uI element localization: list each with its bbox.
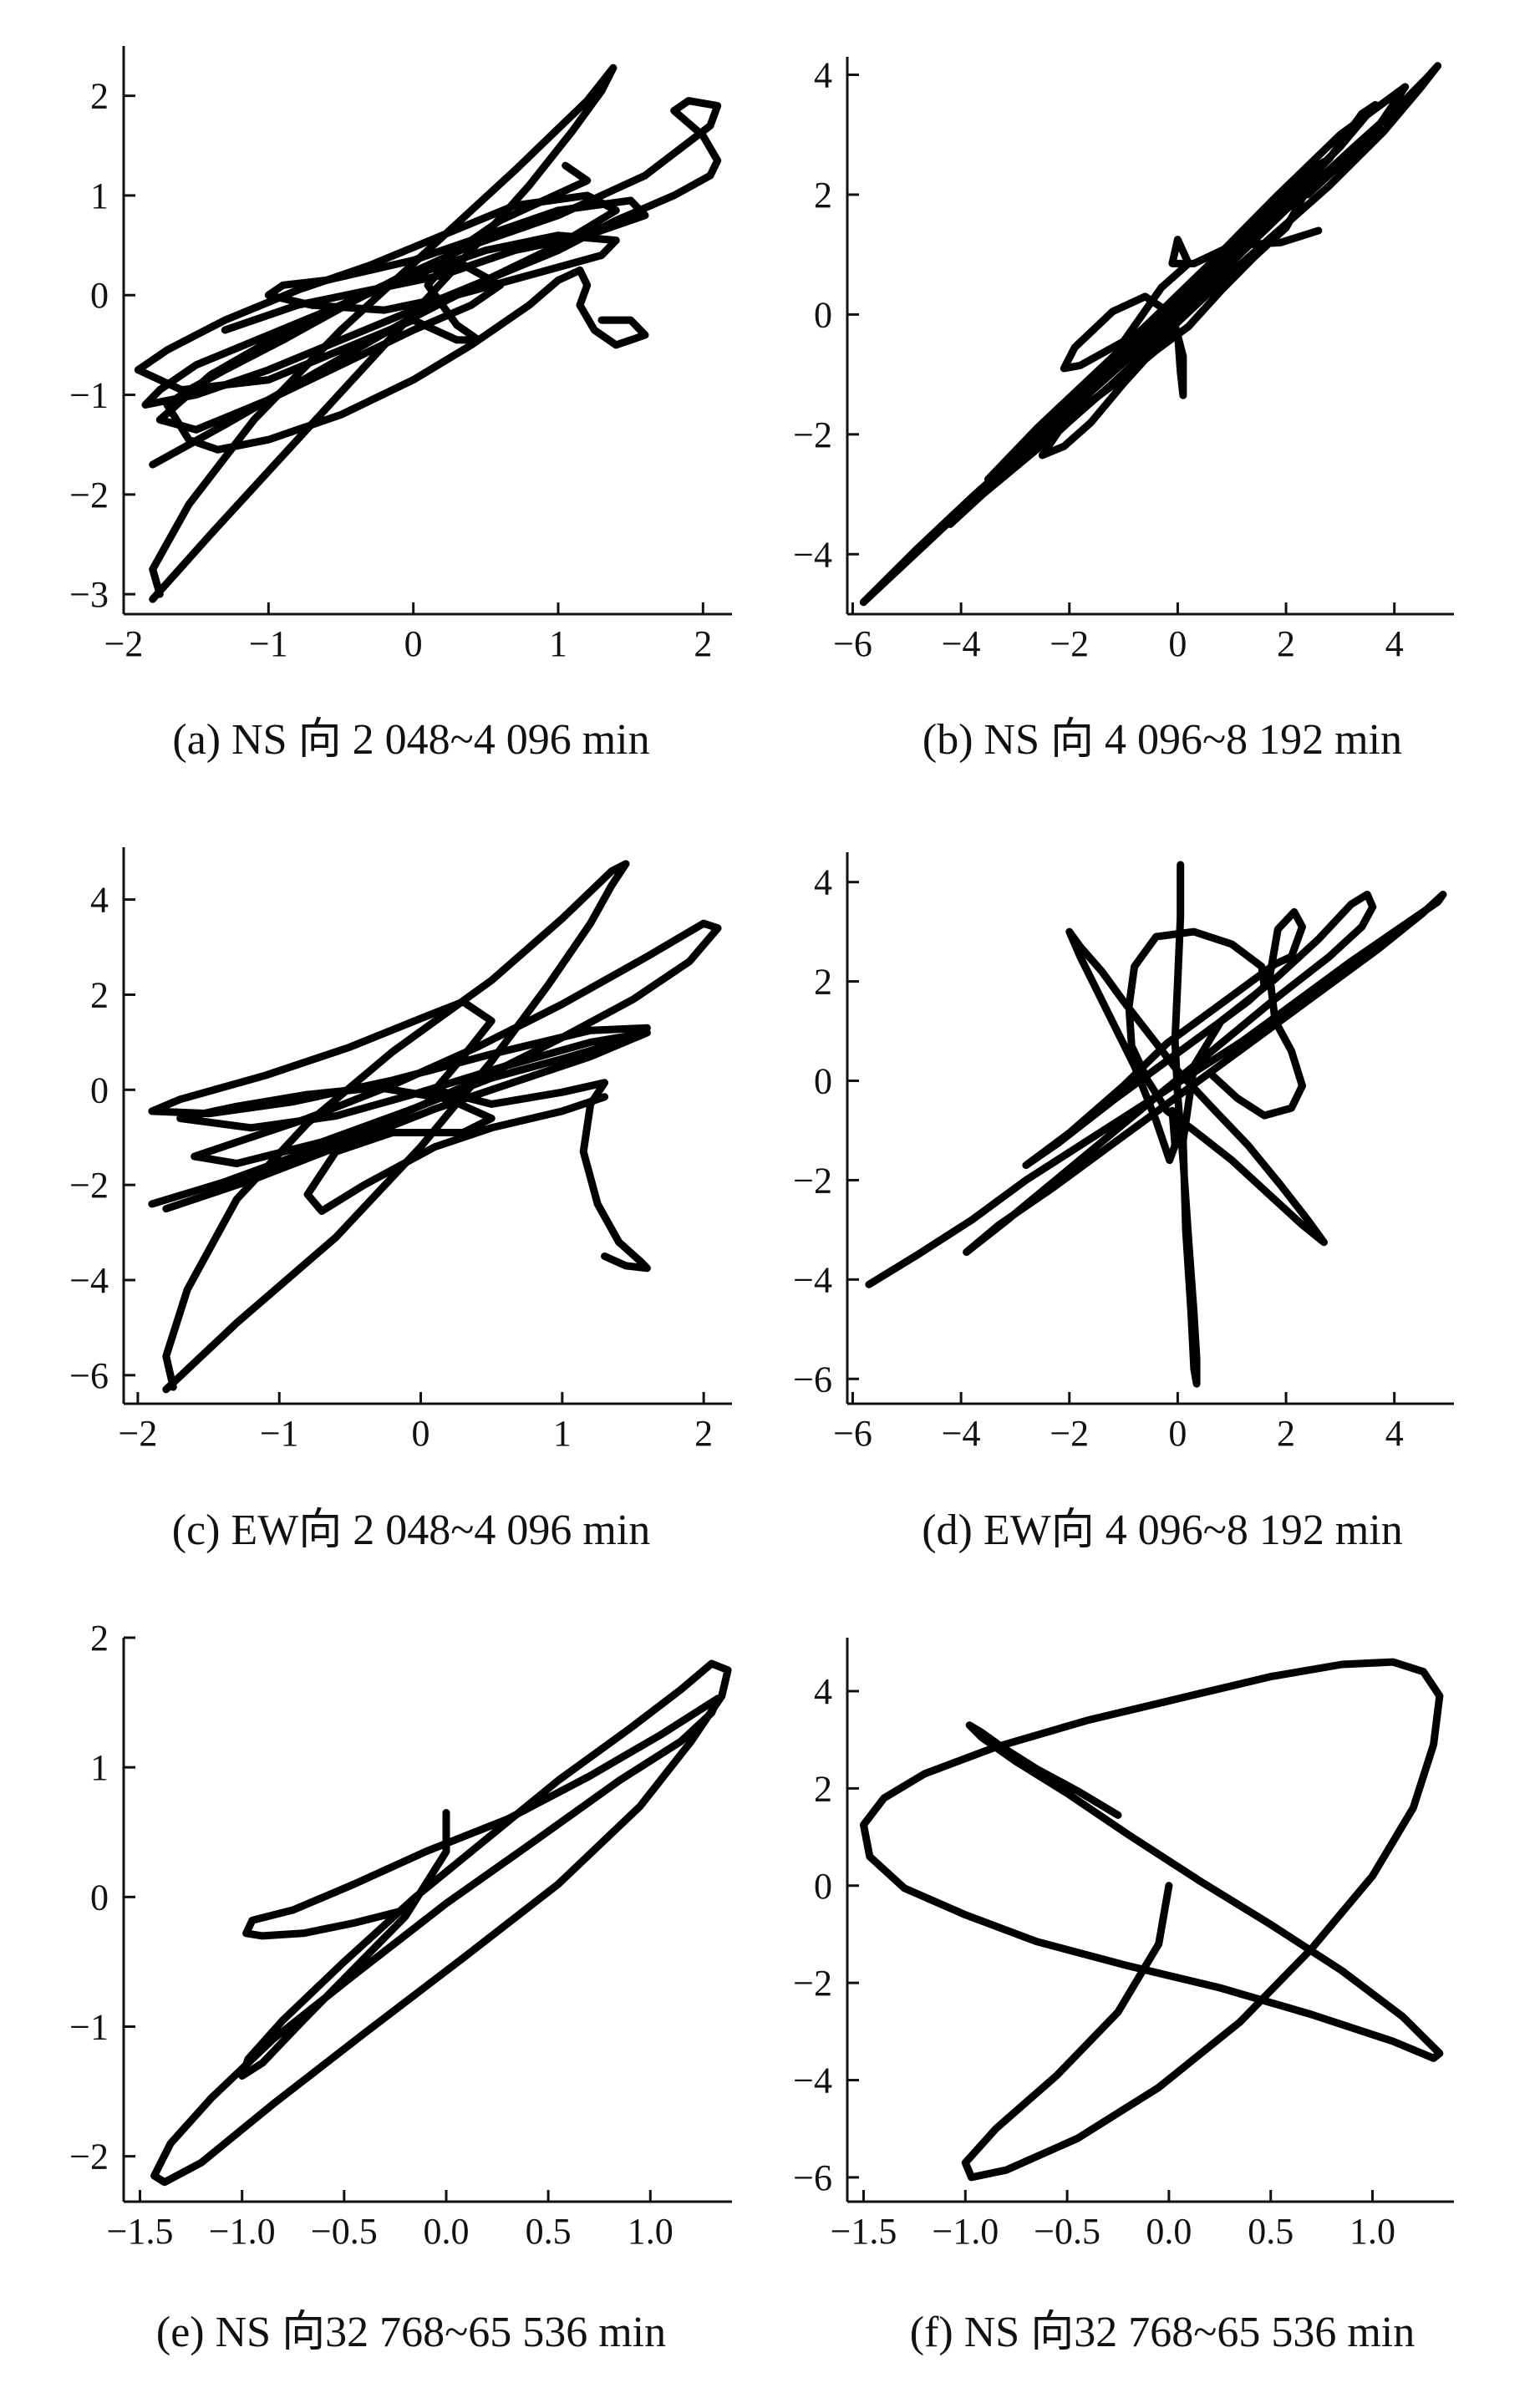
chart-panel-f: −1.5 −1.0 −0.5 0.0 0.5 1.0 −6 −4 −2 0 2 4 (f) NS 向3… [770, 1592, 1540, 2388]
y-tick-label-a: −2 [69, 475, 109, 516]
chart-svg-a: −2 −1 0 1 2 −3 −2 −1 0 1 2 [69, 46, 732, 664]
y-tick-label-c: −2 [69, 1165, 109, 1206]
y-tick-label-f: −4 [793, 2060, 832, 2101]
x-tick-label-a: 0 [404, 623, 423, 664]
x-tick-label-b: 2 [1277, 623, 1295, 664]
series-line-e-0 [150, 1659, 732, 2187]
x-tick-label-b: 4 [1385, 623, 1404, 664]
x-tick-label-a: −2 [104, 623, 144, 664]
chart-panel-a: −2 −1 0 1 2 −3 −2 −1 0 1 2 (a) NS 向 2 048~4 096 mi… [0, 0, 770, 795]
x-tick-label-b: 0 [1168, 623, 1187, 664]
x-tick-label-e: −1.0 [209, 2211, 276, 2252]
y-tick-label-d: −4 [793, 1259, 832, 1300]
x-tick-label-f: 0.0 [1146, 2211, 1192, 2252]
x-tick-label-c: 1 [553, 1413, 572, 1454]
x-tick-label-a: 2 [694, 623, 712, 664]
caption-c: (c) EW向 2 048~4 096 min [171, 1506, 651, 1554]
caption-b: (b) NS 向 4 096~8 192 min [922, 716, 1403, 764]
y-tick-label-e: 2 [90, 1618, 109, 1659]
chart-svg-f: −1.5 −1.0 −0.5 0.0 0.5 1.0 −6 −4 −2 0 2 4 [793, 1638, 1454, 2252]
chart-panel-e: −1.5 −1.0 −0.5 0.0 0.5 1.0 −2 −1 0 1 2 (e) NS 向32 … [0, 1592, 770, 2388]
y-tick-label-c: 0 [90, 1070, 109, 1110]
y-tick-label-c: −4 [69, 1260, 109, 1301]
x-tick-label-f: 0.5 [1248, 2211, 1293, 2252]
y-tick-label-d: −2 [793, 1160, 832, 1201]
x-tick-label-c: −1 [260, 1413, 299, 1454]
series-line-f-0 [860, 1658, 1444, 2182]
caption-e: (e) NS 向32 768~65 536 min [155, 2309, 667, 2356]
y-tick-label-a: −1 [69, 375, 109, 416]
y-tick-label-f: −6 [793, 2157, 832, 2198]
y-tick-label-d: 2 [814, 962, 832, 1003]
x-tick-label-b: −2 [1050, 623, 1089, 664]
x-tick-label-c: −2 [119, 1413, 158, 1454]
chart-svg-e: −1.5 −1.0 −0.5 0.0 0.5 1.0 −2 −1 0 1 2 [69, 1618, 732, 2252]
chart-panel-b: −6 −4 −2 0 2 4 −4 −2 0 2 4 (b) NS 向 4 096~8 192 mi… [770, 0, 1540, 795]
x-tick-label-a: 1 [549, 623, 567, 664]
x-tick-label-d: −6 [833, 1413, 872, 1454]
x-tick-label-b: −4 [942, 623, 981, 664]
y-tick-label-d: 0 [814, 1061, 832, 1102]
x-tick-label-e: 0.5 [526, 2211, 572, 2252]
y-tick-label-f: −2 [793, 1963, 832, 2004]
x-tick-label-f: −1.5 [831, 2211, 897, 2252]
y-tick-label-a: 1 [90, 175, 109, 216]
y-tick-label-a: −3 [69, 574, 109, 615]
x-tick-label-a: −1 [249, 623, 288, 664]
x-tick-label-d: −2 [1050, 1413, 1089, 1454]
y-tick-label-c: −6 [69, 1355, 109, 1396]
series-line-b-1 [859, 62, 1442, 607]
chart-panel-d: −6 −4 −2 0 2 4 −6 −4 −2 0 2 4 (d) EW向 4 096~8 192 m… [770, 795, 1540, 1592]
chart-panel-c: −2 −1 0 1 2 −6 −4 −2 0 2 4 (c) EW向 2 048~4 096 min [0, 795, 770, 1592]
x-tick-label-b: −6 [833, 623, 872, 664]
x-tick-label-d: 4 [1385, 1413, 1404, 1454]
y-tick-label-e: −2 [69, 2136, 109, 2177]
x-tick-label-f: −0.5 [1034, 2211, 1100, 2252]
y-tick-label-a: 2 [90, 76, 109, 117]
series-line-c-0 [148, 919, 722, 1273]
caption-a: (a) NS 向 2 048~4 096 min [172, 716, 650, 764]
caption-d: (d) EW向 4 096~8 192 min [922, 1506, 1403, 1554]
chart-svg-d: −6 −4 −2 0 2 4 −6 −4 −2 0 2 4 [793, 852, 1454, 1454]
series-line-a-1 [149, 64, 618, 603]
chart-svg-b: −6 −4 −2 0 2 4 −4 −2 0 2 4 [793, 55, 1454, 664]
y-tick-label-a: 0 [90, 275, 109, 316]
y-tick-label-b: 4 [814, 55, 832, 96]
x-tick-label-c: 0 [412, 1413, 430, 1454]
series-line-d-1 [1065, 861, 1328, 1388]
y-tick-label-e: −1 [69, 2007, 109, 2048]
y-tick-label-b: 0 [814, 294, 832, 335]
x-tick-label-f: −1.0 [932, 2211, 999, 2252]
x-tick-label-d: −4 [942, 1413, 981, 1454]
x-tick-label-d: 0 [1168, 1413, 1187, 1454]
y-tick-label-b: 2 [814, 175, 832, 216]
y-tick-label-c: 4 [90, 880, 109, 921]
series-line-a-0 [141, 97, 722, 454]
y-tick-label-e: 1 [90, 1747, 109, 1788]
y-tick-label-b: −4 [793, 534, 832, 575]
chart-svg-c: −2 −1 0 1 2 −6 −4 −2 0 2 4 [69, 847, 732, 1454]
series-line-c-2 [162, 1029, 651, 1215]
x-tick-label-e: 0.0 [423, 2211, 469, 2252]
y-tick-label-f: 0 [814, 1866, 832, 1907]
x-tick-label-d: 2 [1277, 1413, 1295, 1454]
caption-f: (f) NS 向32 768~65 536 min [909, 2309, 1415, 2356]
y-tick-label-c: 2 [90, 974, 109, 1015]
x-tick-label-e: −0.5 [311, 2211, 378, 2252]
y-tick-label-e: 0 [90, 1877, 109, 1918]
y-tick-label-b: −2 [793, 414, 832, 455]
y-tick-label-f: 2 [814, 1768, 832, 1809]
series-line-a-2 [134, 161, 620, 469]
x-tick-label-f: 1.0 [1349, 2211, 1395, 2252]
x-tick-label-c: 2 [694, 1413, 713, 1454]
x-tick-label-e: −1.5 [107, 2211, 174, 2252]
y-tick-label-d: −6 [793, 1359, 832, 1400]
y-tick-label-f: 4 [814, 1671, 832, 1712]
series-line-d-0 [865, 891, 1447, 1288]
x-tick-label-e: 1.0 [628, 2211, 673, 2252]
y-tick-label-d: 4 [814, 862, 832, 903]
